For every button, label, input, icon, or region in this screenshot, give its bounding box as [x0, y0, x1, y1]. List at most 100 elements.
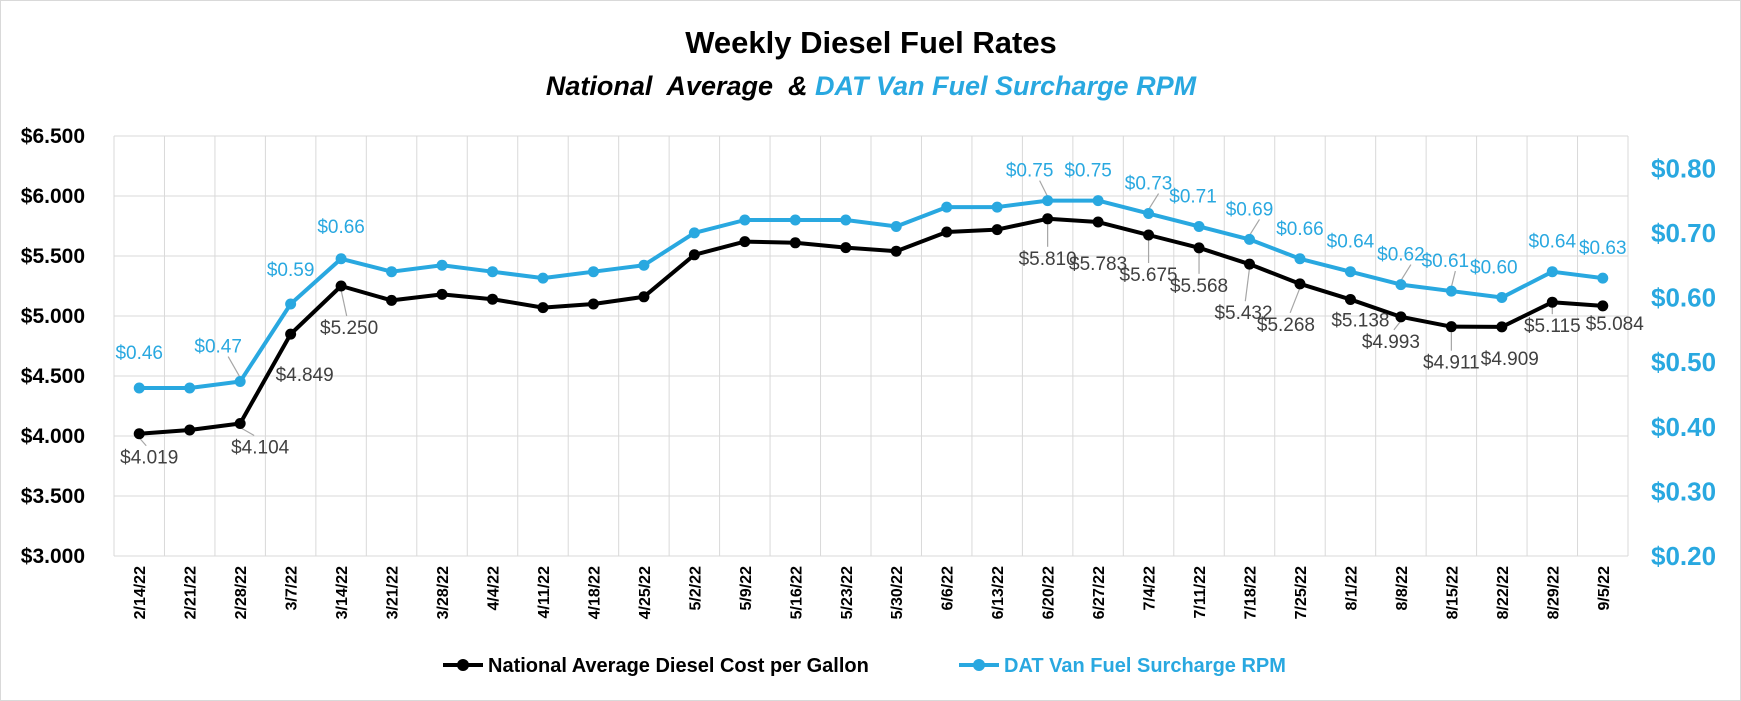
legend-national-label: National Average Diesel Cost per Gallon	[488, 655, 869, 677]
dat-label-leader	[1148, 193, 1160, 210]
national-label-leader	[239, 426, 255, 437]
national-data-label: $4.909	[1481, 349, 1539, 370]
national-average-point	[1344, 293, 1356, 305]
dat-surcharge-point	[739, 214, 751, 226]
dat-surcharge-point	[386, 266, 398, 278]
y-left-tick-label: $6.000	[21, 185, 85, 208]
gridlines	[113, 135, 1629, 557]
dat-data-label: $0.47	[194, 337, 242, 358]
national-data-label: $5.568	[1170, 276, 1228, 297]
national-average-point	[1244, 258, 1255, 270]
x-tick-label: 4/4/22	[486, 566, 503, 611]
dat-data-label: $0.60	[1470, 258, 1518, 279]
dat-surcharge-point	[1344, 266, 1356, 278]
national-average-point	[840, 242, 852, 254]
x-tick-label: 8/1/22	[1343, 566, 1360, 611]
chart-title: Weekly Diesel Fuel Rates	[685, 25, 1057, 60]
national-data-label: $5.783	[1069, 254, 1127, 275]
y-right-tick-label: $0.30	[1651, 476, 1716, 506]
national-data-label: $4.849	[276, 365, 334, 386]
dat-surcharge-point	[285, 298, 297, 310]
x-tick-label: 8/8/22	[1394, 566, 1411, 611]
national-average-point	[1092, 216, 1104, 228]
x-tick-label: 3/14/22	[334, 566, 351, 619]
national-label-leader	[340, 289, 348, 317]
dat-data-label: $0.71	[1169, 186, 1217, 207]
national-label-leader	[1289, 287, 1301, 314]
dat-surcharge-point	[184, 382, 196, 394]
dat-surcharge-point	[234, 376, 246, 388]
x-tick-label: 8/22/22	[1495, 566, 1512, 619]
y-right-tick-label: $0.80	[1651, 153, 1716, 183]
dat-surcharge-point	[840, 214, 852, 226]
dat-surcharge-line	[139, 198, 1604, 390]
x-tick-label: 4/11/22	[536, 566, 553, 619]
y-right-tick-label: $0.40	[1651, 412, 1716, 442]
x-tick-label: 8/29/22	[1545, 566, 1562, 619]
x-tick-label: 3/28/22	[435, 566, 452, 619]
national-data-label: $5.250	[320, 318, 378, 339]
national-average-point	[335, 280, 347, 292]
y-left-tick-label: $5.500	[21, 245, 85, 268]
national-average-point	[1395, 311, 1407, 323]
x-tick-label: 2/14/22	[132, 566, 149, 619]
dat-data-label: $0.64	[1327, 232, 1375, 253]
dat-data-label: $0.63	[1579, 238, 1627, 259]
national-average-point	[1496, 321, 1508, 333]
dat-surcharge-point	[587, 266, 599, 278]
dat-data-label: $0.75	[1064, 161, 1112, 182]
dat-label-leader	[1039, 180, 1049, 197]
x-tick-label: 4/18/22	[586, 566, 603, 619]
dat-surcharge-point	[941, 201, 953, 213]
national-average-point	[789, 237, 801, 249]
dat-surcharge-point	[1546, 266, 1558, 278]
national-average-point	[436, 288, 448, 300]
x-tick-label: 7/11/22	[1192, 566, 1209, 619]
national-average-point	[285, 328, 297, 340]
national-average-point	[688, 249, 700, 261]
dat-data-label: $0.69	[1226, 199, 1274, 220]
x-tick-label: 5/2/22	[687, 566, 704, 611]
national-data-label: $4.993	[1362, 332, 1420, 353]
national-average-point	[1445, 321, 1457, 333]
national-average-point	[234, 418, 246, 430]
national-average-point	[991, 224, 1003, 236]
dat-surcharge-point	[1092, 195, 1104, 207]
y-axis-right: $0.20 $0.30 $0.40 $0.50 $0.60 $0.70 $0.80	[1651, 153, 1716, 571]
x-tick-label: 3/7/22	[284, 566, 301, 611]
dat-surcharge-point	[1244, 233, 1255, 245]
national-data-label: $5.675	[1120, 265, 1178, 286]
national-data-label: $5.810	[1019, 249, 1077, 270]
dat-surcharge-point	[1445, 285, 1457, 297]
dat-data-label: $0.73	[1125, 174, 1173, 195]
dat-label-leader	[1400, 264, 1412, 281]
x-tick-label: 3/21/22	[385, 566, 402, 619]
national-data-label: $5.138	[1331, 310, 1389, 331]
dat-surcharge-point	[688, 227, 700, 239]
series-lines	[133, 195, 1609, 440]
dat-label-leader	[227, 356, 241, 378]
x-tick-label: 6/20/22	[1041, 566, 1058, 619]
national-average-point	[184, 424, 196, 436]
national-data-label: $4.104	[231, 438, 290, 459]
x-tick-label: 8/15/22	[1444, 566, 1461, 619]
dat-surcharge-point	[890, 220, 902, 232]
x-tick-label: 7/25/22	[1293, 566, 1310, 619]
dat-surcharge-point	[436, 259, 448, 271]
legend-dat-label: DAT Van Fuel Surcharge RPM	[1004, 655, 1286, 677]
dat-surcharge-point	[133, 382, 145, 394]
national-data-label: $5.115	[1524, 316, 1581, 337]
national-average-point	[1294, 278, 1306, 290]
x-tick-label: 2/28/22	[233, 566, 250, 619]
dat-surcharge-point	[335, 253, 347, 265]
x-axis: 2/14/22 2/21/22 2/28/22 3/7/22 3/14/22 3/21/2…	[132, 566, 1613, 619]
national-average-point	[890, 245, 902, 257]
national-average-point	[487, 293, 498, 305]
dat-label-leader	[1248, 219, 1261, 236]
y-axis-left: $3.000 $3.500 $4.000 $4.500 $5.000 $5.500 $6.0…	[21, 125, 85, 568]
dat-data-label: $0.61	[1422, 251, 1470, 272]
national-data-label: $4.911	[1423, 353, 1480, 374]
dat-data-label: $0.66	[1276, 219, 1324, 240]
